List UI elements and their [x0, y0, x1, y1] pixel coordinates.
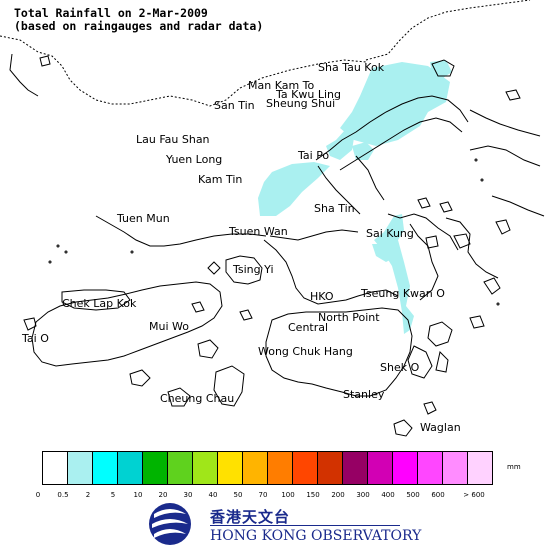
legend-tick-label: > 600: [463, 491, 485, 499]
legend-swatch: [368, 451, 393, 485]
legend-swatch: [243, 451, 268, 485]
place-sheung-shui: Sheung Shui: [266, 97, 336, 110]
place-hko: HKO: [310, 290, 334, 303]
legend-swatch: [268, 451, 293, 485]
place-sha-tin: Sha Tin: [314, 202, 355, 215]
place-north-point: North Point: [318, 311, 380, 324]
hko-logo: 香港天文台 HONG KONG OBSERVATORY: [146, 500, 421, 548]
legend-swatch: [143, 451, 168, 485]
coastlines: [0, 0, 545, 437]
legend-tick-label: 20: [158, 491, 168, 499]
legend-swatch: [468, 451, 493, 485]
hko-emblem-icon: [149, 503, 191, 545]
legend-tick-label: 50: [233, 491, 243, 499]
legend-swatch: [43, 451, 68, 485]
logo-divider: [210, 525, 400, 526]
rainfall-area: [258, 60, 452, 334]
place-tseung-kwan-o: Tseung Kwan O: [361, 287, 445, 300]
title-line-2: (based on raingauges and radar data): [14, 19, 264, 33]
place-chek-lap-kok: Chek Lap Kok: [62, 297, 137, 310]
legend-tick-label: 5: [110, 491, 116, 499]
legend-swatch: [218, 451, 243, 485]
legend-tick-label: 0: [35, 491, 41, 499]
place-cheung-chau: Cheung Chau: [160, 392, 235, 405]
place-lau-fau-shan: Lau Fau Shan: [136, 133, 210, 146]
place-tsing-yi: Tsing Yi: [233, 263, 274, 276]
place-shek-o: Shek O: [380, 361, 420, 374]
place-central: Central: [288, 321, 329, 334]
legend-tick-label: 100: [281, 491, 295, 499]
legend-swatch: [418, 451, 443, 485]
legend-tick-label: 200: [331, 491, 345, 499]
place-mui-wo: Mui Wo: [149, 320, 189, 333]
place-wong-chuk-hang: Wong Chuk Hang: [258, 345, 353, 358]
legend-swatch: [393, 451, 418, 485]
title-line-1: Total Rainfall on 2-Mar-2009: [14, 6, 208, 20]
place-tuen-mun: Tuen Mun: [117, 212, 170, 225]
place-sai-kung: Sai Kung: [366, 227, 414, 240]
legend-tick-label: 150: [306, 491, 320, 499]
legend-tick-label: 40: [208, 491, 218, 499]
place-tsuen-wan: Tsuen Wan: [229, 225, 288, 238]
place-ta-kwu-ling: Ta Kwu Ling: [276, 88, 341, 101]
legend-tick-label: 500: [406, 491, 420, 499]
place-tai-po: Tai Po: [298, 149, 330, 162]
legend-unit: mm: [507, 463, 521, 471]
rainfall-map: [0, 0, 545, 437]
legend-tick-label: 10: [133, 491, 143, 499]
place-man-kam-to: Man Kam To: [248, 79, 315, 92]
rainfall-legend: [42, 451, 493, 485]
logo-english-text: HONG KONG OBSERVATORY: [210, 528, 422, 544]
map-title: Total Rainfall on 2-Mar-2009 (based on r…: [14, 7, 263, 33]
place-stanley: Stanley: [343, 388, 385, 401]
legend-tick-label: 70: [258, 491, 268, 499]
legend-swatch: [193, 451, 218, 485]
legend-tick-label: 0.5: [57, 491, 69, 499]
legend-swatch: [443, 451, 468, 485]
legend-tick-label: 2: [85, 491, 91, 499]
legend-tick-label: 30: [183, 491, 193, 499]
place-kam-tin: Kam Tin: [198, 173, 243, 186]
place-tai-o: Tai O: [22, 332, 49, 345]
legend-tick-label: 400: [381, 491, 395, 499]
legend-swatch: [168, 451, 193, 485]
legend-swatch: [68, 451, 93, 485]
place-yuen-long: Yuen Long: [166, 153, 223, 166]
place-sha-tau-kok: Sha Tau Kok: [318, 61, 385, 74]
place-san-tin: San Tin: [214, 99, 255, 112]
legend-tick-label: 600: [431, 491, 445, 499]
legend-swatch: [318, 451, 343, 485]
legend-swatch: [118, 451, 143, 485]
legend-swatch: [93, 451, 118, 485]
legend-tick-label: 300: [356, 491, 370, 499]
legend-swatch: [343, 451, 368, 485]
place-waglan: Waglan: [420, 421, 461, 434]
logo-chinese-text: 香港天文台: [210, 508, 291, 526]
legend-swatch: [293, 451, 318, 485]
